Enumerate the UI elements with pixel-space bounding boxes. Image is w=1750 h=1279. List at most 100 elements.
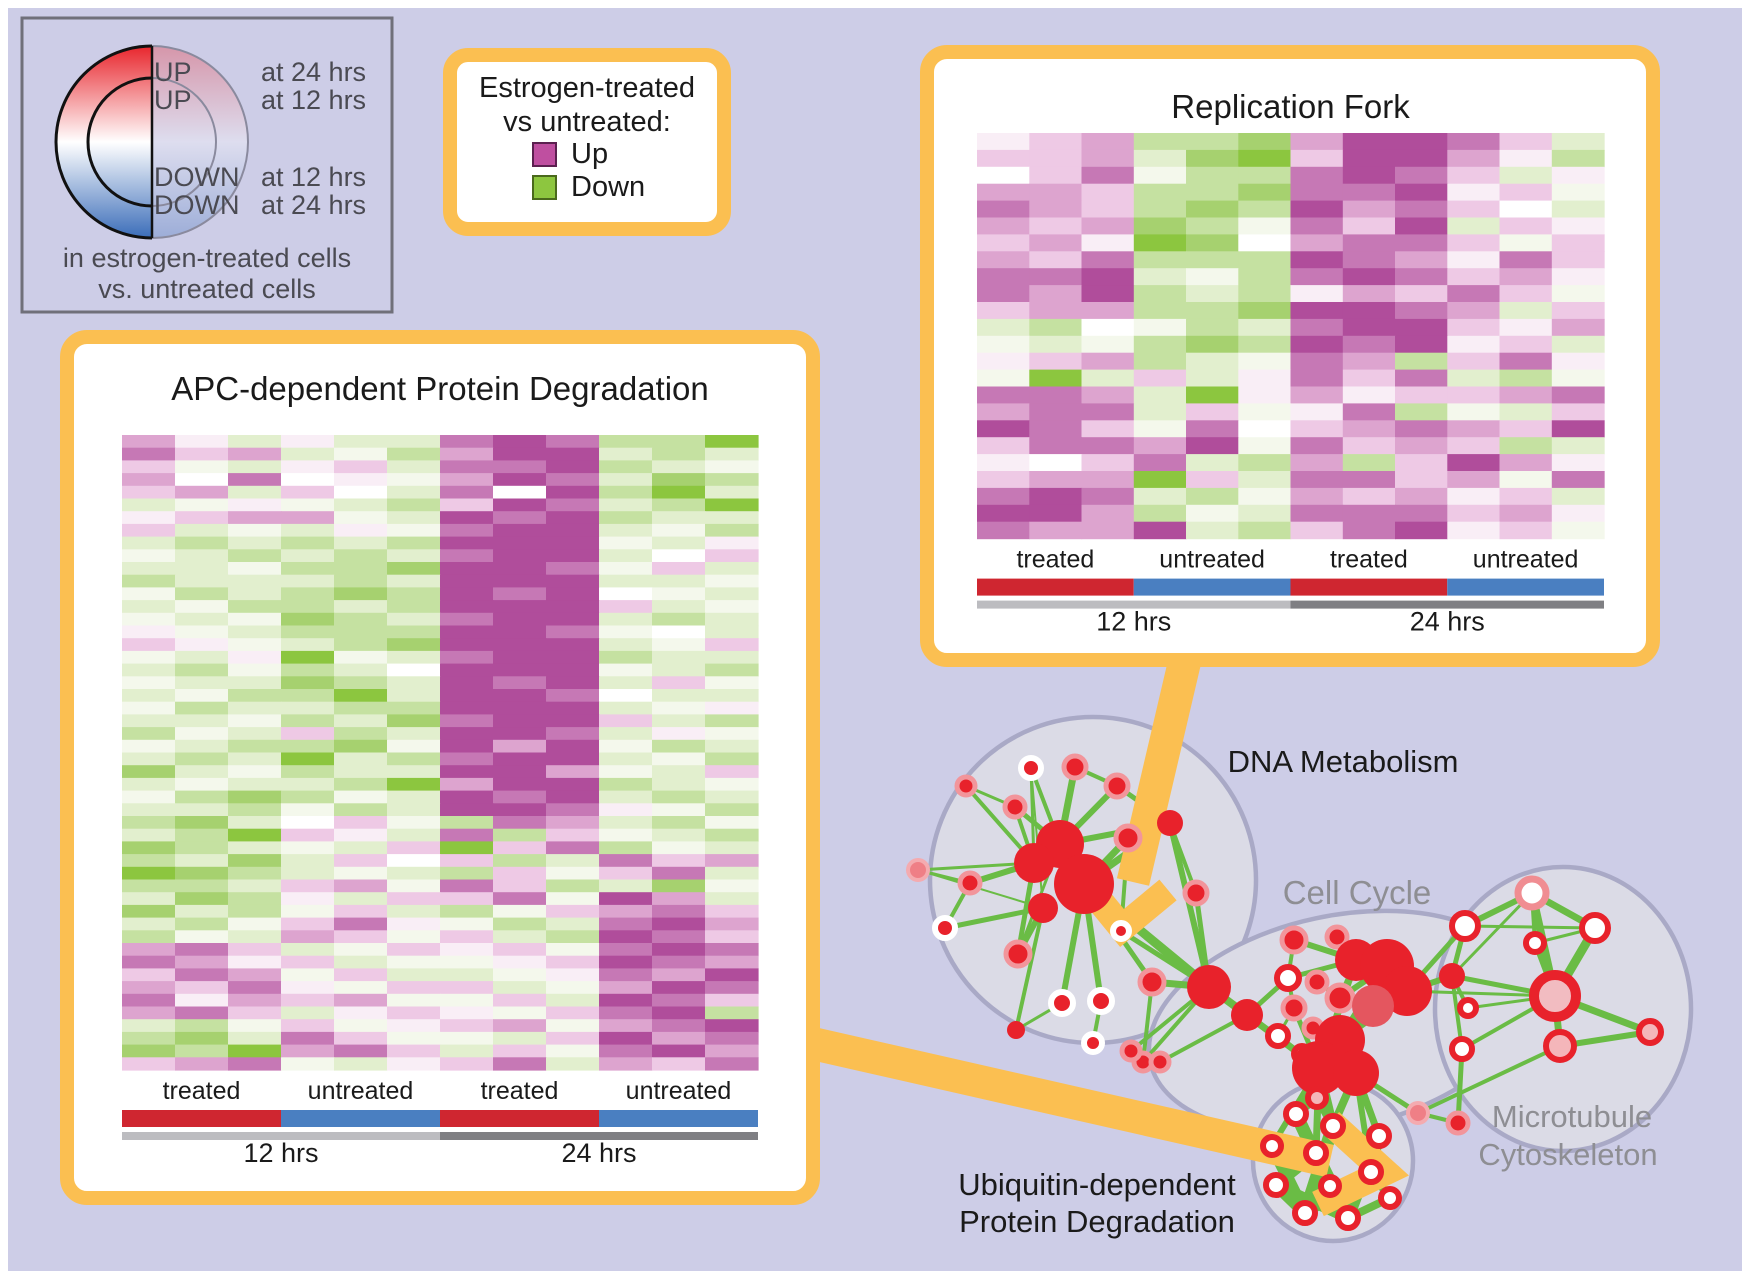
- heatmap-cell: [281, 600, 335, 614]
- heatmap-cell: [546, 904, 600, 919]
- heatmap-cell: [440, 955, 494, 969]
- network-node: [1324, 924, 1350, 950]
- heatmap-cell: [281, 955, 335, 969]
- heatmap-cell: [334, 549, 388, 563]
- network-node: [1358, 1159, 1384, 1185]
- heatmap-cell: [1238, 386, 1292, 404]
- heatmap-cell: [334, 650, 388, 665]
- heatmap-cell: [652, 816, 706, 830]
- time-label: 12 hrs: [243, 1138, 318, 1168]
- heatmap-cell: [493, 803, 547, 817]
- heatmap-cell: [122, 828, 176, 842]
- heatmap-cell: [334, 777, 388, 792]
- heatmap-cell: [440, 663, 494, 677]
- heatmap-cell: [281, 714, 335, 728]
- heatmap-cell: [1029, 133, 1083, 151]
- network-node: [1529, 970, 1581, 1022]
- heatmap-cell: [977, 335, 1030, 354]
- heatmap-cell: [652, 828, 706, 842]
- heatmap-cell: [1290, 335, 1344, 354]
- heatmap-cell: [977, 217, 1030, 235]
- heatmap-cell: [122, 473, 176, 487]
- heatmap-cell: [1551, 504, 1605, 523]
- heatmap-cell: [175, 981, 229, 995]
- heatmap-cell: [652, 447, 706, 461]
- heatmap-cell: [1081, 234, 1135, 252]
- heatmap-cell: [122, 981, 176, 995]
- heatmap-cell: [1081, 504, 1135, 523]
- heatmap-cell: [1447, 437, 1501, 455]
- heatmap-cell: [1342, 268, 1396, 286]
- heatmap-cell: [387, 727, 441, 741]
- time-label: 24 hrs: [1410, 607, 1485, 637]
- heatmap-cell: [175, 714, 229, 728]
- heatmap-cell: [599, 511, 653, 525]
- heatmap-cell: [440, 752, 494, 766]
- heatmap-cell: [705, 1031, 759, 1046]
- ring-row-dir-2: DOWN: [154, 162, 239, 192]
- heatmap-cell: [175, 943, 229, 957]
- heatmap-cell: [334, 1006, 388, 1020]
- heatmap-cell: [387, 892, 441, 906]
- heatmap-cell: [228, 714, 282, 728]
- heatmap-cell: [1447, 318, 1501, 337]
- heatmap-cell: [1186, 487, 1239, 506]
- heatmap-cell: [705, 498, 759, 512]
- heatmap-cell: [1551, 352, 1605, 371]
- heatmap-cell: [1029, 352, 1083, 371]
- heatmap-cell: [705, 676, 759, 690]
- network-node: [1002, 794, 1028, 820]
- heatmap-cell: [440, 765, 494, 779]
- network-node: [1280, 994, 1308, 1022]
- heatmap-cell: [122, 777, 176, 792]
- heatmap-cell: [175, 600, 229, 614]
- heatmap-cell: [281, 1019, 335, 1033]
- heatmap-cell: [493, 460, 547, 474]
- network-node: [1081, 1031, 1105, 1055]
- heatmap-cell: [387, 511, 441, 525]
- heatmap-cell: [1447, 471, 1501, 489]
- network-node: [1087, 987, 1115, 1015]
- heatmap-cell: [334, 523, 388, 538]
- heatmap-cell: [440, 549, 494, 563]
- heatmap-cell: [546, 777, 600, 792]
- network-node: [1028, 893, 1058, 923]
- heatmap-cell: [1029, 369, 1083, 388]
- heatmap-cell: [546, 739, 600, 754]
- heatmap-cell: [652, 523, 706, 538]
- heatmap-cell: [122, 943, 176, 957]
- heatmap-cell: [175, 968, 229, 982]
- heatmap-cell: [546, 435, 600, 449]
- heatmap-cell: [122, 523, 176, 538]
- heatmap-cell: [228, 485, 282, 500]
- heatmap-cell: [175, 892, 229, 906]
- heatmap-cell: [175, 549, 229, 563]
- heatmap-cell: [546, 536, 600, 550]
- heatmap-cell: [281, 727, 335, 741]
- heatmap-cell: [1342, 403, 1396, 421]
- heatmap-cell: [493, 1057, 547, 1071]
- heatmap-cell: [652, 892, 706, 906]
- network-node: [1279, 925, 1309, 955]
- heatmap-cell: [493, 1006, 547, 1020]
- network-node: [1014, 843, 1054, 883]
- heatmap-cell: [493, 1044, 547, 1058]
- heatmap-cell: [440, 866, 494, 881]
- heatmap-cell: [334, 803, 388, 817]
- heatmap-cell: [1395, 183, 1448, 202]
- heatmap-cell: [1238, 285, 1292, 303]
- heatmap-cell: [281, 625, 335, 639]
- heatmap-cell: [546, 1057, 600, 1071]
- heatmap-cell: [1238, 504, 1292, 523]
- heatmap-cell: [1499, 369, 1553, 388]
- heatmap-cell: [599, 701, 653, 715]
- heatmap-cell: [705, 523, 759, 538]
- heatmap-cell: [1395, 521, 1448, 540]
- heatmap-cell: [122, 574, 176, 588]
- heatmap-cell: [599, 638, 653, 652]
- heatmap-cell: [1290, 318, 1344, 337]
- heatmap-cell: [281, 663, 335, 677]
- heatmap-cell: [599, 625, 653, 639]
- heatmap-cell: [546, 727, 600, 741]
- heatmap-cell: [281, 701, 335, 715]
